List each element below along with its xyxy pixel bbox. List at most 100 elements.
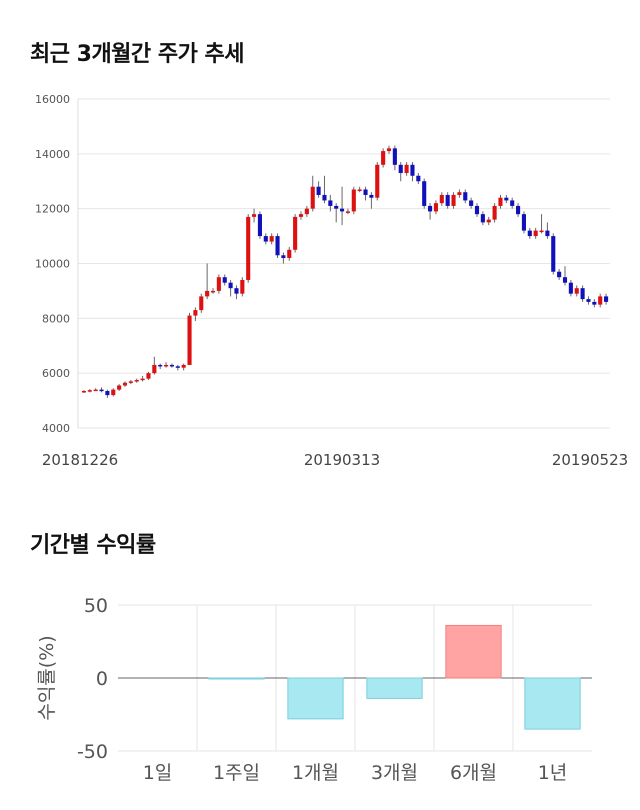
y-tick-label: 12000 xyxy=(35,203,70,216)
return-bar xyxy=(208,677,265,680)
y-axis-label: 수익률(%) xyxy=(36,635,58,720)
candle-body xyxy=(111,389,116,396)
candle-body xyxy=(140,378,145,381)
candle-body xyxy=(216,277,221,291)
candle-body xyxy=(252,214,257,217)
candle-body xyxy=(545,230,550,237)
candle-body xyxy=(328,200,333,206)
x-category-label: 3개월 xyxy=(371,762,418,784)
candle-body xyxy=(304,208,309,215)
candle-body xyxy=(234,288,239,294)
return-bar-chart: 50 0 -50 1일 1주일 1개월 3개월 6개월 1년 수익률(%) xyxy=(36,595,592,784)
candle-body xyxy=(345,211,350,213)
candle-body xyxy=(586,299,591,302)
candle-body xyxy=(574,288,579,294)
candle-body xyxy=(363,189,368,195)
candle-body xyxy=(504,197,509,201)
candle-body xyxy=(128,381,133,383)
candle-body xyxy=(351,189,356,212)
candle-body xyxy=(316,186,321,195)
candle-body xyxy=(263,236,268,242)
x-category-label: 1주일 xyxy=(213,762,260,784)
candle-body xyxy=(357,189,362,191)
candle-body xyxy=(551,236,556,272)
candle-body xyxy=(498,197,503,206)
y-tick-label: 8000 xyxy=(42,312,70,325)
candle-body xyxy=(81,390,86,393)
candle-body xyxy=(228,282,233,289)
candle-body xyxy=(451,194,456,206)
y-tick-label: 6000 xyxy=(42,367,70,380)
x-tick-label: 20190523 xyxy=(552,451,628,469)
candle-body xyxy=(99,389,104,392)
x-tick-label: 20181226 xyxy=(42,451,118,469)
y-tick-label: -50 xyxy=(77,741,108,763)
candle-body xyxy=(169,364,174,367)
candle-body xyxy=(492,205,497,220)
candle-body xyxy=(152,364,157,374)
candle-body xyxy=(445,194,450,206)
candle-body xyxy=(322,194,327,201)
candle-body xyxy=(334,205,339,209)
candle-body xyxy=(281,255,286,259)
return-bar xyxy=(524,677,581,730)
candle-body xyxy=(187,315,192,365)
candle-body xyxy=(93,389,98,392)
candle-body xyxy=(557,271,562,278)
candle-body xyxy=(527,230,532,237)
x-category-label: 6개월 xyxy=(450,762,497,784)
candle-body xyxy=(510,200,515,206)
candle-body xyxy=(457,192,462,195)
stock-trend-title: 최근 3개월간 주가 추세 xyxy=(30,42,244,67)
candle-body xyxy=(246,216,251,280)
x-category-label: 1년 xyxy=(538,762,568,784)
candlestick-chart: 4000 6000 8000 10000 12000 14000 16000 20181226… xyxy=(35,93,628,469)
y-tick-label: 16000 xyxy=(35,93,70,106)
candle-body xyxy=(562,277,568,283)
candle-body xyxy=(580,288,585,300)
candle-body xyxy=(117,385,122,390)
x-tick-label: 20190313 xyxy=(304,451,380,469)
candle-body xyxy=(293,216,298,250)
candle-body xyxy=(386,148,392,152)
y-tick-label: 14000 xyxy=(35,148,70,161)
candle-body xyxy=(298,214,304,217)
candle-body xyxy=(240,279,245,294)
candle-body xyxy=(539,230,544,233)
candle-body xyxy=(533,230,538,237)
y-tick-label: 0 xyxy=(96,668,108,690)
candle-body xyxy=(486,219,491,223)
candle-body xyxy=(398,164,403,174)
candle-body xyxy=(257,214,262,237)
x-category-label: 1개월 xyxy=(292,762,339,784)
candle-body xyxy=(516,205,521,215)
x-category-label: 1일 xyxy=(143,762,173,784)
candle-body xyxy=(205,290,210,297)
candle-body xyxy=(439,194,444,204)
candle-body xyxy=(428,205,433,212)
candle-body xyxy=(392,148,397,165)
candle-body xyxy=(404,164,409,174)
y-tick-label: 4000 xyxy=(42,422,70,435)
candle-body xyxy=(269,236,274,242)
candle-body xyxy=(275,236,280,256)
candle-body xyxy=(410,164,415,176)
candle-body xyxy=(568,282,573,294)
candle-body xyxy=(181,364,186,368)
y-tick-label: 50 xyxy=(84,595,108,617)
candle-body xyxy=(375,164,380,198)
candle-body xyxy=(210,290,216,293)
candle-body xyxy=(222,277,227,283)
return-bar xyxy=(445,624,502,679)
candle-body xyxy=(105,390,110,396)
candle-body xyxy=(164,364,169,367)
return-bar xyxy=(287,677,344,720)
candle-body xyxy=(134,380,139,382)
candle-body xyxy=(199,296,204,311)
candle-body xyxy=(340,208,345,212)
candle-body xyxy=(416,175,421,182)
candle-body xyxy=(175,366,180,368)
candle-body xyxy=(381,151,386,165)
candle-body xyxy=(87,390,92,392)
candle-body xyxy=(287,249,292,259)
